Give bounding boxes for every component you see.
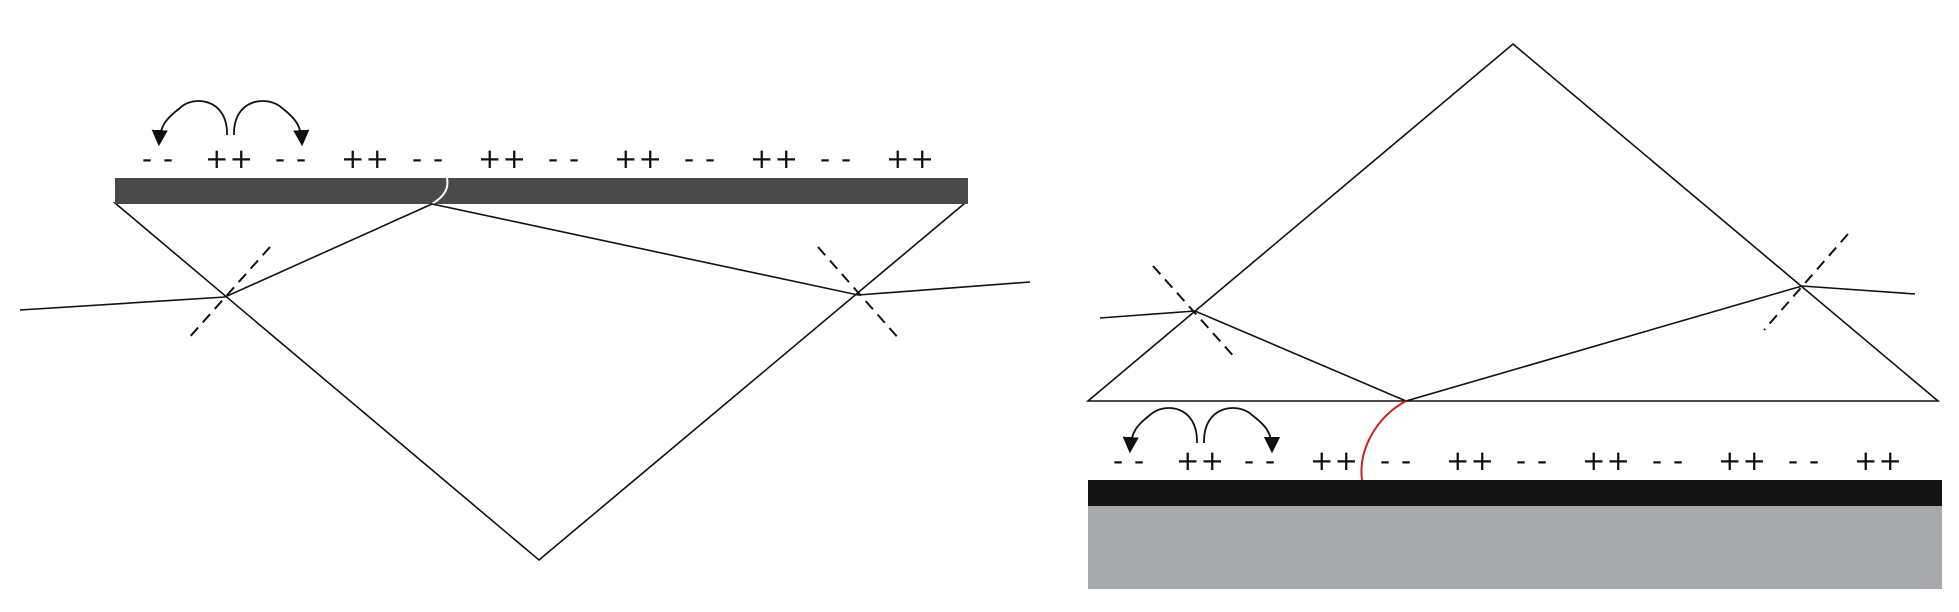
right-arrow-curve-right [1203, 407, 1281, 454]
right-charge-8: ++ [1582, 444, 1631, 477]
right-arrow-curve-left [1122, 407, 1198, 454]
right-metal-film [1088, 480, 1942, 506]
right-prism [1085, 42, 1941, 402]
left-charge-8: ++ [614, 142, 663, 175]
left-charge-12: ++ [886, 142, 935, 175]
right-panel: - - ++ - - ++ - - ++ - - ++ - - ++ - - +… [1085, 42, 1942, 589]
left-light-ray [19, 203, 1031, 311]
left-charge-6: ++ [478, 142, 527, 175]
left-arrow-curve-right [233, 100, 310, 147]
left-arrow-curve-left [151, 100, 228, 147]
right-charge-10: ++ [1718, 444, 1767, 477]
left-charge-1: - - [142, 142, 174, 175]
right-exit-normal [1763, 233, 1849, 331]
right-charge-1: - - [1113, 444, 1145, 477]
right-charge-7: - - [1516, 444, 1548, 477]
left-entry-normal [186, 246, 271, 341]
right-evanescent-curve [1360, 400, 1407, 481]
left-charge-10: ++ [750, 142, 799, 175]
left-charge-5: - - [412, 142, 444, 175]
right-charge-row: - - ++ - - ++ - - ++ - - ++ - - ++ - - +… [1113, 444, 1903, 477]
right-charge-5: - - [1380, 444, 1412, 477]
right-charge-12: ++ [1854, 444, 1903, 477]
left-charge-2: ++ [205, 142, 254, 175]
right-substrate [1088, 505, 1942, 589]
right-charge-11: - - [1788, 444, 1820, 477]
left-exit-normal [817, 246, 901, 341]
left-charge-row: - - ++ - - ++ - - ++ - - ++ - - ++ - - +… [142, 142, 935, 175]
left-charge-9: - - [684, 142, 716, 175]
right-charge-6: ++ [1446, 444, 1495, 477]
left-panel: - - ++ - - ++ - - ++ - - ++ - - ++ - - +… [19, 100, 1031, 562]
left-evanescent-curve [431, 177, 449, 205]
right-charge-9: - - [1652, 444, 1684, 477]
left-charge-7: - - [548, 142, 580, 175]
left-prism [112, 202, 968, 562]
left-charge-3: - - [275, 142, 307, 175]
right-light-ray [1099, 285, 1916, 402]
right-entry-normal [1152, 265, 1238, 361]
left-charge-4: ++ [341, 142, 390, 175]
left-charge-11: - - [820, 142, 852, 175]
right-charge-4: ++ [1310, 444, 1359, 477]
left-metal-film [115, 178, 968, 204]
right-charge-2: ++ [1176, 444, 1225, 477]
